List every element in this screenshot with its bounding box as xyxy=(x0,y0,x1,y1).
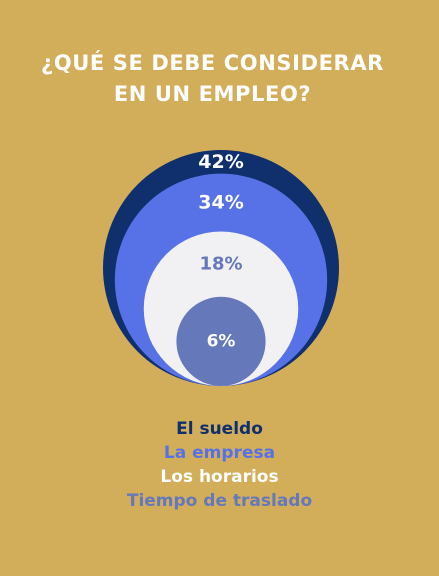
chart-legend: El sueldo La empresa Los horarios Tiempo… xyxy=(0,417,439,513)
legend-item-sueldo: El sueldo xyxy=(176,419,263,439)
data-label-empresa: 34% xyxy=(198,192,243,214)
data-label-horarios: 18% xyxy=(199,254,242,275)
chart-title-line-1: ¿QUÉ SE DEBE CONSIDERAR xyxy=(41,51,384,75)
circle-traslado xyxy=(176,296,266,386)
chart-title-line-2: EN UN EMPLEO? xyxy=(113,82,312,106)
data-label-sueldo: 42% xyxy=(198,151,243,173)
data-label-traslado: 6% xyxy=(207,331,236,351)
chart-title: ¿QUÉ SE DEBE CONSIDERAR EN UN EMPLEO? xyxy=(0,48,425,110)
legend-item-empresa: La empresa xyxy=(163,443,276,463)
legend-item-horarios: Los horarios xyxy=(160,467,279,487)
legend-item-traslado: Tiempo de traslado xyxy=(126,491,313,511)
